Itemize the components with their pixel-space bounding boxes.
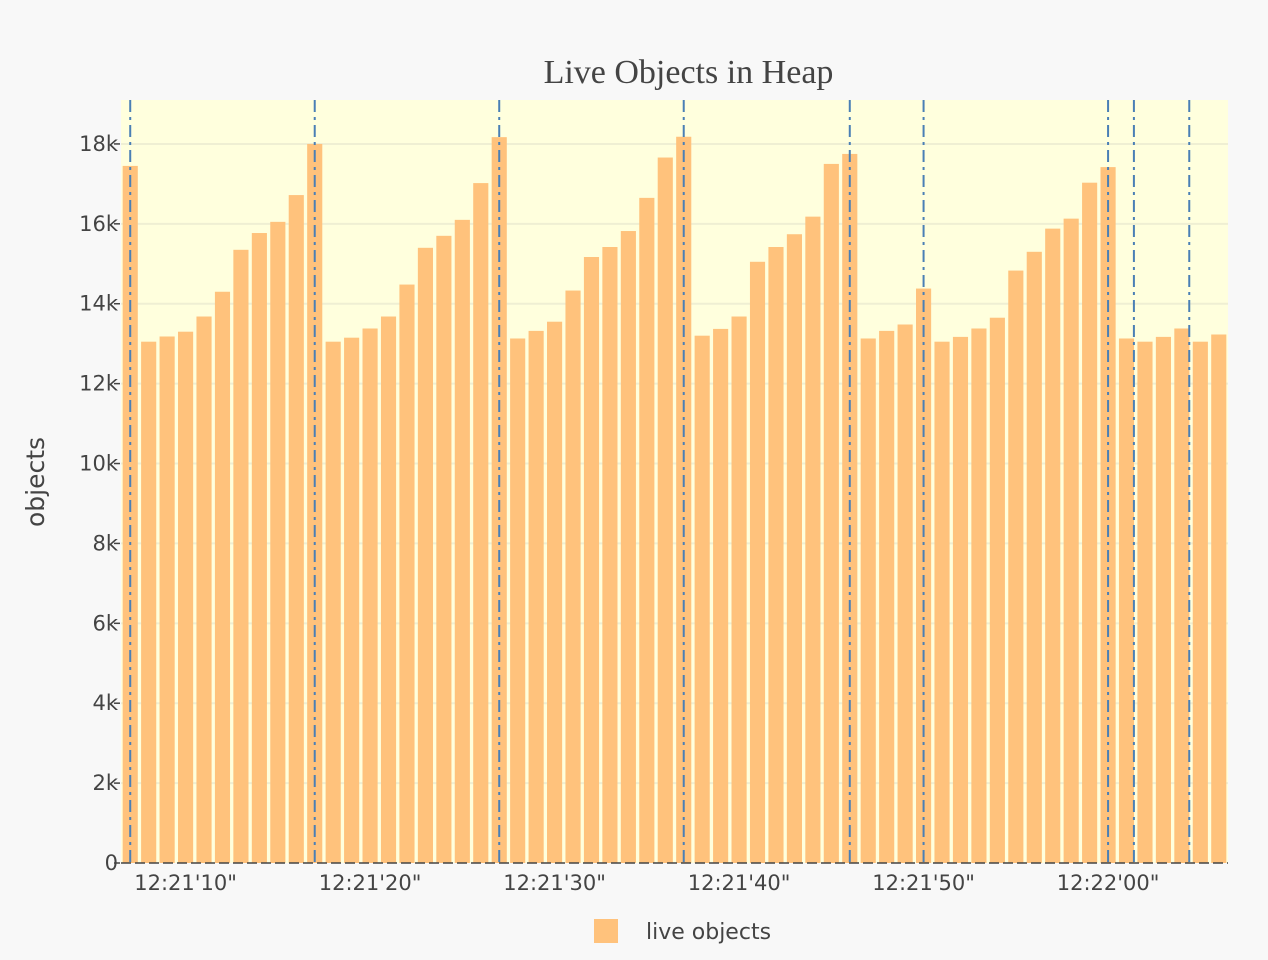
y-axis-label: objects: [21, 437, 50, 527]
bar-30[interactable]: [676, 136, 692, 863]
bar-9[interactable]: [288, 195, 304, 864]
bar-6[interactable]: [233, 249, 249, 864]
bar-15[interactable]: [399, 284, 415, 863]
y-tick-label: 14k: [79, 292, 119, 316]
bar-25[interactable]: [583, 256, 600, 863]
bar-31[interactable]: [694, 335, 710, 863]
bar-13[interactable]: [362, 328, 378, 864]
bar-34[interactable]: [749, 261, 766, 863]
bar-17[interactable]: [436, 235, 452, 863]
bar-2[interactable]: [159, 336, 175, 863]
y-tick-label: 4k: [92, 691, 118, 715]
bar-36[interactable]: [786, 234, 802, 863]
bar-27[interactable]: [620, 231, 636, 864]
bar-46[interactable]: [971, 328, 987, 864]
gc-event-lines: [129, 100, 1191, 863]
bar-54[interactable]: [1118, 338, 1135, 863]
bar-12[interactable]: [344, 337, 360, 863]
x-tick-label: 12:22'00": [1057, 871, 1160, 895]
bar-22[interactable]: [528, 330, 544, 864]
bar-58[interactable]: [1192, 341, 1208, 864]
bars: [122, 136, 1227, 864]
bar-40[interactable]: [860, 338, 876, 863]
legend[interactable]: live objects: [594, 919, 771, 945]
bar-52[interactable]: [1082, 182, 1098, 863]
bar-19[interactable]: [473, 183, 489, 864]
bar-14[interactable]: [380, 316, 397, 863]
y-tick-label: 16k: [79, 212, 119, 236]
bar-32[interactable]: [713, 328, 729, 863]
y-tick-label: 6k: [92, 611, 118, 635]
x-tick-label: 12:21'20": [319, 871, 422, 895]
bar-3[interactable]: [178, 331, 194, 863]
bar-49[interactable]: [1026, 251, 1042, 864]
plot-area: [121, 100, 1228, 863]
bar-26[interactable]: [602, 247, 618, 863]
legend-swatch: [594, 919, 618, 943]
bar-33[interactable]: [731, 316, 747, 863]
bar-4[interactable]: [196, 316, 212, 863]
x-tick-label: 12:21'40": [688, 871, 791, 895]
y-tick-label: 0: [105, 851, 118, 875]
y-tick-label: 12k: [79, 372, 119, 396]
bar-5[interactable]: [214, 291, 231, 864]
bar-50[interactable]: [1045, 228, 1061, 863]
bar-7[interactable]: [251, 233, 267, 864]
bar-16[interactable]: [417, 247, 433, 864]
gridlines: [121, 142, 1228, 785]
bar-53[interactable]: [1100, 167, 1116, 863]
bar-48[interactable]: [1008, 270, 1024, 864]
bar-44[interactable]: [934, 341, 950, 864]
bar-42[interactable]: [897, 324, 913, 864]
legend-label: live objects: [646, 920, 771, 945]
bar-41[interactable]: [879, 330, 895, 864]
bar-1[interactable]: [141, 341, 157, 864]
axes: 0 2k 4k 6k 8k 10k 12k 14k 16k 18k 12:21'10" 12:21'2…: [79, 132, 1228, 895]
bar-45[interactable]: [952, 336, 969, 863]
bar-56[interactable]: [1155, 336, 1171, 863]
bar-23[interactable]: [547, 321, 563, 863]
y-tick-label: 2k: [92, 771, 118, 795]
bar-35[interactable]: [768, 247, 784, 863]
bar-18[interactable]: [454, 219, 470, 864]
bar-38[interactable]: [823, 163, 839, 863]
bar-59[interactable]: [1211, 334, 1227, 863]
y-tick-label: 10k: [79, 452, 119, 476]
bar-0[interactable]: [122, 165, 138, 863]
bar-11[interactable]: [325, 341, 341, 864]
bar-29[interactable]: [657, 157, 673, 864]
bar-21[interactable]: [510, 338, 526, 863]
bar-55[interactable]: [1137, 341, 1153, 864]
x-tick-label: 12:21'30": [503, 871, 606, 895]
y-tick-label: 8k: [92, 531, 118, 555]
y-tick-label: 18k: [79, 132, 119, 156]
chart-title: Live Objects in Heap: [544, 54, 834, 91]
bar-47[interactable]: [989, 317, 1005, 863]
x-tick-label: 12:21'10": [134, 871, 237, 895]
x-tick-label: 12:21'50": [872, 871, 975, 895]
bar-24[interactable]: [565, 290, 581, 863]
bar-8[interactable]: [270, 221, 286, 863]
bar-51[interactable]: [1063, 218, 1079, 863]
bar-28[interactable]: [639, 197, 655, 864]
bar-37[interactable]: [805, 216, 821, 864]
bar-57[interactable]: [1174, 328, 1190, 864]
